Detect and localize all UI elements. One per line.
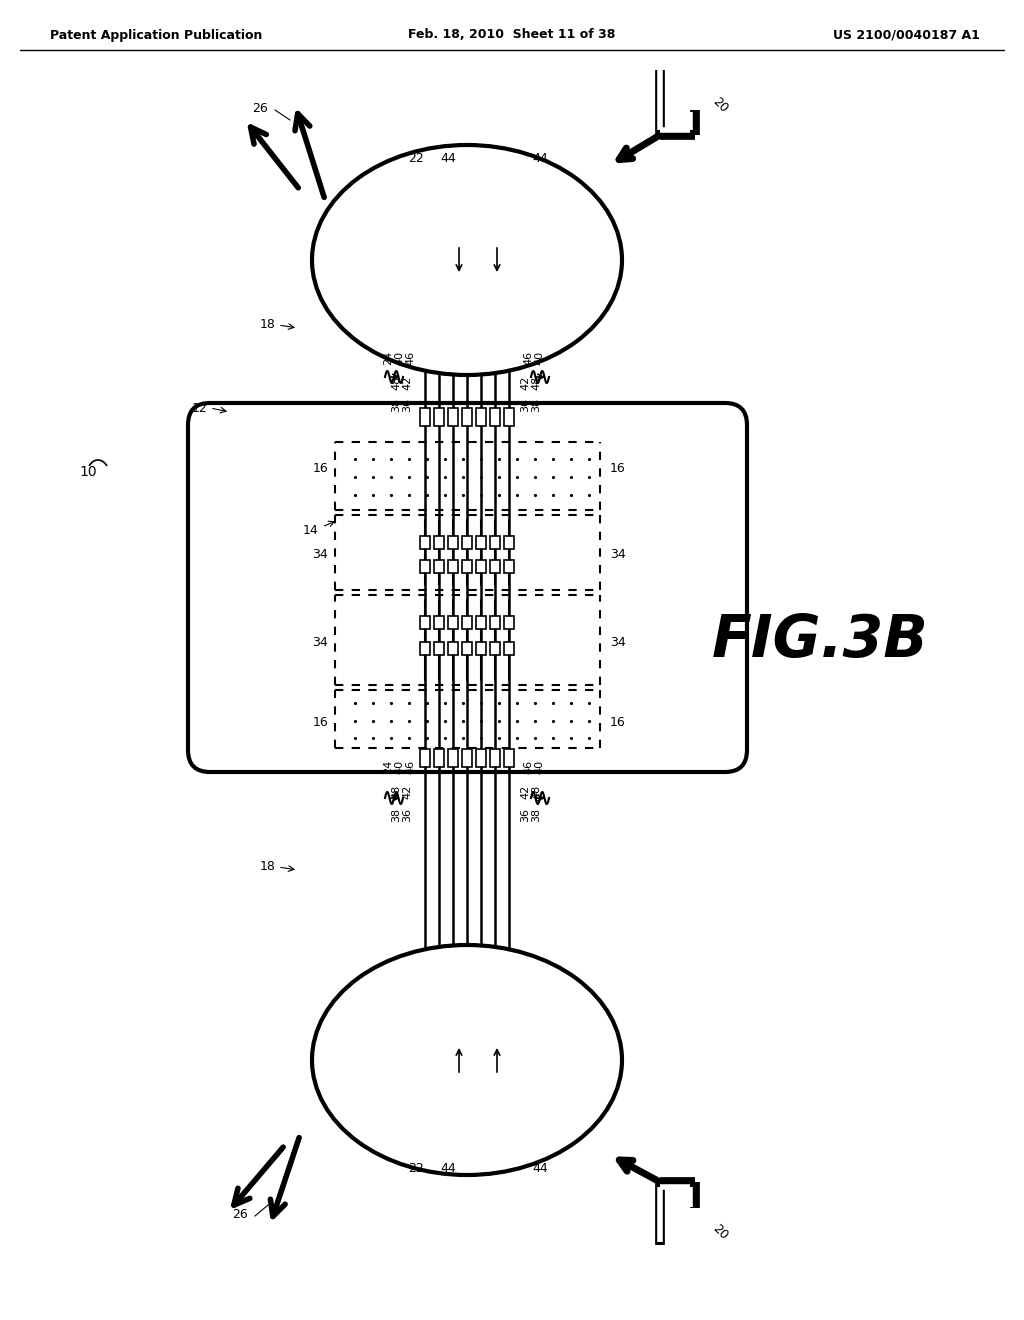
Text: 48: 48 <box>531 785 541 799</box>
Bar <box>504 536 514 549</box>
Bar <box>490 536 500 549</box>
Text: 36: 36 <box>520 399 530 412</box>
Bar <box>504 642 514 655</box>
Text: Patent Application Publication: Patent Application Publication <box>50 29 262 41</box>
Bar <box>449 748 458 767</box>
Text: FIG.3B: FIG.3B <box>712 611 929 668</box>
Bar <box>434 748 444 767</box>
Bar <box>420 560 430 573</box>
Text: 10: 10 <box>79 465 97 479</box>
Bar <box>449 408 458 426</box>
Ellipse shape <box>312 945 622 1175</box>
Text: 12: 12 <box>193 401 208 414</box>
Bar <box>504 615 514 628</box>
Bar <box>420 748 430 767</box>
Text: 24: 24 <box>383 351 393 366</box>
Bar <box>449 615 458 628</box>
Text: Feb. 18, 2010  Sheet 11 of 38: Feb. 18, 2010 Sheet 11 of 38 <box>409 29 615 41</box>
Text: US 2100/0040187 A1: US 2100/0040187 A1 <box>834 29 980 41</box>
Text: 38: 38 <box>391 808 401 822</box>
Text: 36: 36 <box>402 399 412 412</box>
FancyBboxPatch shape <box>188 403 746 772</box>
Bar <box>420 536 430 549</box>
Text: 22: 22 <box>409 1162 424 1175</box>
Bar <box>434 560 444 573</box>
Text: 14: 14 <box>302 524 318 536</box>
Text: 38: 38 <box>531 808 541 822</box>
Text: 42: 42 <box>520 785 530 799</box>
Text: 34: 34 <box>312 635 328 648</box>
Text: 44: 44 <box>532 152 548 165</box>
Text: 46: 46 <box>406 351 415 366</box>
Bar <box>462 560 472 573</box>
Text: 42: 42 <box>520 376 530 391</box>
Bar <box>449 642 458 655</box>
Text: 34: 34 <box>312 549 328 561</box>
Bar <box>462 642 472 655</box>
Text: 20: 20 <box>710 1222 730 1242</box>
Text: 36: 36 <box>520 808 530 822</box>
Text: 40: 40 <box>534 760 544 774</box>
Text: 16: 16 <box>312 462 328 474</box>
Text: 18: 18 <box>260 861 275 874</box>
Text: 34: 34 <box>610 549 626 561</box>
Text: 48: 48 <box>391 785 401 799</box>
Text: 34: 34 <box>610 635 626 648</box>
Text: 40: 40 <box>394 351 404 366</box>
Text: 44: 44 <box>532 1162 548 1175</box>
Text: 44: 44 <box>440 1162 456 1175</box>
Bar <box>434 408 444 426</box>
Bar <box>476 615 486 628</box>
Text: 24: 24 <box>383 760 393 774</box>
Ellipse shape <box>312 145 622 375</box>
Bar <box>476 560 486 573</box>
Bar <box>476 748 486 767</box>
Text: 22: 22 <box>409 152 424 165</box>
Text: 40: 40 <box>394 760 404 774</box>
Bar <box>504 748 514 767</box>
Bar <box>490 615 500 628</box>
Bar <box>490 560 500 573</box>
Text: 48: 48 <box>391 376 401 391</box>
Text: 46: 46 <box>523 760 534 774</box>
Text: 16: 16 <box>610 715 626 729</box>
Text: 36: 36 <box>402 808 412 822</box>
Bar <box>490 748 500 767</box>
Text: 48: 48 <box>531 376 541 391</box>
Bar <box>434 536 444 549</box>
Text: 38: 38 <box>531 397 541 412</box>
Text: 42: 42 <box>402 785 412 799</box>
Bar <box>490 408 500 426</box>
Text: 38: 38 <box>391 397 401 412</box>
Bar <box>504 560 514 573</box>
Bar <box>490 642 500 655</box>
Bar <box>420 642 430 655</box>
Bar <box>449 560 458 573</box>
Text: 16: 16 <box>610 462 626 474</box>
Text: 26: 26 <box>252 102 268 115</box>
Bar <box>434 642 444 655</box>
Bar <box>434 615 444 628</box>
Text: 40: 40 <box>534 351 544 366</box>
Bar <box>476 408 486 426</box>
Text: 44: 44 <box>440 152 456 165</box>
Bar <box>462 748 472 767</box>
Text: 26: 26 <box>232 1209 248 1221</box>
Text: 18: 18 <box>260 318 275 331</box>
Text: 46: 46 <box>523 351 534 366</box>
Text: 42: 42 <box>402 376 412 391</box>
Bar <box>449 536 458 549</box>
Bar <box>476 536 486 549</box>
Bar <box>462 536 472 549</box>
Text: 20: 20 <box>710 95 730 115</box>
Text: 46: 46 <box>406 760 415 774</box>
Bar <box>462 615 472 628</box>
Bar <box>420 615 430 628</box>
Bar <box>420 408 430 426</box>
Bar <box>476 642 486 655</box>
Bar <box>462 408 472 426</box>
Text: 16: 16 <box>312 715 328 729</box>
Bar <box>504 408 514 426</box>
